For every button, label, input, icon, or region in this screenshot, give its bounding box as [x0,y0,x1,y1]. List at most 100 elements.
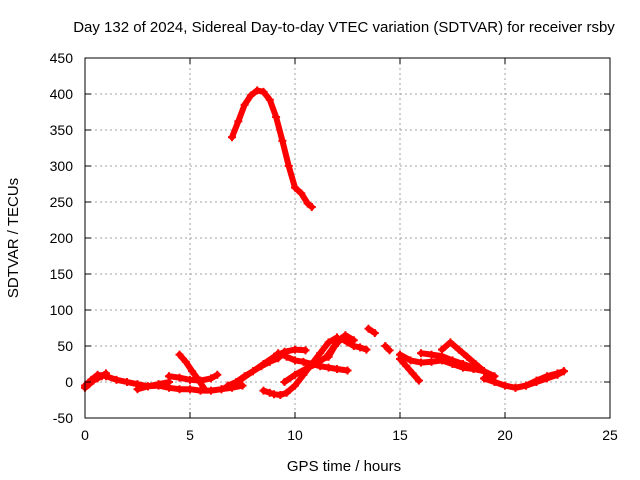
data-point [265,357,274,366]
data-point [207,374,215,383]
data-point [291,183,299,192]
data-series [81,86,568,399]
data-point [133,385,142,394]
data-point [278,136,287,145]
data-point [284,162,293,170]
data-point [459,360,467,368]
data-point [274,349,283,358]
data-point [324,338,333,347]
data-point [501,381,509,390]
data-point [253,86,262,95]
data-point [259,386,268,395]
data-point [188,367,197,376]
data-point [291,345,299,354]
x-tick-label: 5 [186,427,194,443]
data-point [112,375,121,384]
data-point [553,369,562,378]
data-point [85,380,94,389]
data-point [446,338,455,347]
x-axis-label: GPS time / hours [287,458,401,475]
axis-ticks: 0 5 10 15 20 25 -50 0 50 100 150 200 250 300 350 400 450 [50,50,618,443]
data-point [217,385,226,394]
data-point [186,375,194,384]
y-tick-label: -50 [53,410,73,426]
data-point [299,357,308,366]
data-point [364,324,373,333]
y-tick-label: 50 [57,338,73,354]
data-point [349,342,358,350]
data-point [301,365,310,374]
y-tick-label: 400 [50,86,74,102]
data-point [123,378,131,386]
data-point [282,352,291,361]
data-point [427,350,436,359]
data-point [246,91,255,100]
data-point [316,362,325,371]
y-tick-label: 150 [50,266,74,282]
data-point [370,329,379,338]
data-point [417,349,425,358]
data-point [454,345,463,354]
data-point [417,358,425,367]
data-point [337,334,346,343]
x-tick-label: 0 [81,427,89,443]
y-tick-label: 450 [50,50,74,66]
data-point [265,388,274,397]
data-point [381,342,390,350]
data-point [276,390,285,399]
data-point [102,369,110,378]
data-point [522,381,530,390]
data-point [259,87,268,96]
data-point [291,370,299,379]
data-point [406,356,415,365]
data-point [316,349,325,358]
data-point [175,350,184,359]
data-point [89,376,98,385]
data-point [240,100,249,109]
data-point [223,381,232,390]
x-tick-label: 10 [287,427,303,443]
data-point [543,372,551,381]
data-point [330,342,339,350]
data-point [181,357,190,366]
y-tick-label: 300 [50,158,74,174]
data-point [511,383,520,392]
data-point [438,345,446,354]
data-point [257,362,266,371]
data-point [324,352,333,361]
y-axis-label: SDTVAR / TECUs [5,178,22,298]
data-point [200,385,209,394]
data-point [291,356,299,365]
data-point [282,388,291,397]
data-point [343,366,352,375]
data-point [272,113,281,122]
data-point [297,189,306,198]
data-point [307,203,316,212]
data-point [448,356,457,365]
data-point [93,374,102,383]
data-point [532,376,541,385]
data-point [463,352,472,361]
chart-title: Day 132 of 2024, Sidereal Day-to-day VTE… [73,19,615,36]
data-point [232,378,241,386]
data-point [471,360,480,368]
y-tick-label: 100 [50,302,74,318]
data-point [396,354,404,363]
y-tick-label: 250 [50,194,74,210]
x-tick-label: 25 [602,427,618,443]
x-tick-label: 20 [497,427,513,443]
data-point [303,199,312,208]
y-tick-label: 350 [50,122,74,138]
data-point [280,378,289,386]
grid [85,58,610,418]
data-point [324,363,333,372]
data-point [414,376,423,385]
data-point [228,133,236,142]
data-point [207,386,215,395]
data-point [240,372,249,381]
data-point [333,365,341,374]
series-arc-s [134,379,172,393]
data-point [154,380,163,389]
data-point [427,357,436,366]
data-point [175,373,184,382]
